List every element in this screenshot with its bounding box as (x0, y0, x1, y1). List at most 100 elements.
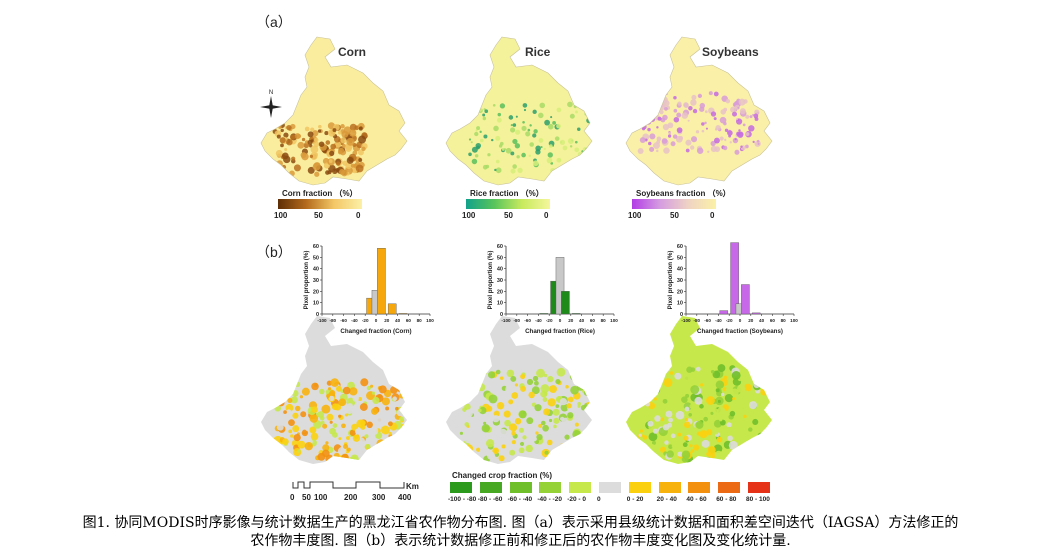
x-tick-label: -40 (351, 318, 358, 323)
x-tick-label: -60 (524, 318, 531, 323)
corn-tick-50: 50 (314, 211, 323, 220)
y-tick-label: 0 (316, 312, 319, 318)
x-tick-label: 40 (759, 318, 765, 323)
x-axis-label: Changed fraction (Soybeans) (697, 328, 783, 335)
corn-tick-100: 100 (274, 211, 288, 220)
bar-0-20 (741, 284, 750, 315)
x-tick-label: -40 (715, 318, 722, 323)
rice-map-title: Rice (525, 45, 551, 59)
bar-20-40 (571, 313, 581, 315)
x-tick-label: -100 (317, 318, 327, 323)
y-axis-label: Pixel proportion (%) (667, 251, 674, 310)
rice-legend-title: Rice fraction （%） (470, 189, 544, 198)
scale-tick-300: 300 (372, 493, 386, 502)
x-tick-label: 60 (590, 318, 596, 323)
rice-tick-50: 50 (504, 211, 513, 220)
x-tick-label: 60 (770, 318, 776, 323)
panel-a-label: （a） (256, 14, 292, 30)
y-axis-label: Pixel proportion (%) (303, 251, 310, 310)
scale-tick-100: 100 (314, 493, 328, 502)
scale-tick-50: 50 (302, 493, 311, 502)
x-tick-label: -40 (535, 318, 542, 323)
soybeans-map-title: Soybeans (702, 45, 759, 59)
x-tick-label: 40 (579, 318, 585, 323)
scale-tick-0: 0 (290, 493, 295, 502)
x-tick-label: 80 (417, 318, 423, 323)
caption-line-2: 农作物丰度图. 图（b）表示统计数据修正前和修正后的农作物丰度变化图及变化统计量… (250, 533, 791, 549)
soybeans-colorbar (632, 199, 716, 209)
y-tick-label: 10 (497, 301, 503, 307)
corn-tick-0: 0 (356, 211, 361, 220)
legend-swatch-label: -20 - 0 (567, 496, 586, 503)
change-legend: -100 - -80 -80 - -60 -60 - -40 -40 - -20 -20… (448, 482, 778, 508)
x-tick-label: 40 (395, 318, 401, 323)
x-tick-label: 80 (781, 318, 787, 323)
x-axis-label: Changed fraction (Rice) (525, 328, 595, 335)
corn-colorbar (278, 199, 362, 209)
x-tick-label: -20 (362, 318, 369, 323)
x-tick-label: -60 (704, 318, 711, 323)
legend-swatch (509, 482, 532, 493)
y-tick-label: 50 (497, 255, 503, 261)
scale-tick-200: 200 (344, 493, 358, 502)
bar-20-40 (751, 312, 761, 315)
soybeans-tick-100: 100 (628, 211, 642, 220)
bar--40--20 (719, 310, 729, 315)
soybeans-tick-0: 0 (710, 211, 715, 220)
y-tick-label: 0 (500, 312, 503, 318)
y-tick-label: 60 (313, 244, 319, 250)
legend-swatch-label: 40 - 60 (686, 496, 707, 503)
legend-swatch (479, 482, 502, 493)
legend-swatch-label: -40 - -20 (537, 496, 562, 503)
y-tick-label: 40 (313, 267, 319, 273)
x-tick-label: -100 (501, 318, 511, 323)
corn-histogram: 0 10 20 30 40 50 60 -100 -80 -60 -40 -20 0 20 40 60 80 10… (303, 244, 434, 335)
bar-0 (555, 257, 565, 315)
y-tick-label: 30 (313, 278, 319, 284)
y-tick-label: 50 (677, 255, 683, 261)
y-tick-label: 60 (497, 244, 503, 250)
y-tick-label: 0 (680, 312, 683, 318)
legend-swatch (450, 482, 472, 493)
y-tick-label: 50 (313, 255, 319, 261)
legend-swatch-label: 0 (597, 496, 601, 503)
rice-colorbar (466, 199, 550, 209)
scale-bar: Km 0 50 100 200 300 400 (288, 480, 428, 504)
legend-swatch (748, 482, 770, 493)
legend-swatch (628, 482, 651, 493)
x-tick-label: -80 (693, 318, 700, 323)
bar-40-60 (398, 313, 408, 315)
x-tick-label: 80 (601, 318, 607, 323)
legend-swatch (569, 482, 592, 493)
corn-map-title: Corn (338, 45, 366, 59)
bar--20-0 (730, 242, 739, 315)
legend-swatch-label: -100 - -80 (448, 496, 477, 503)
legend-swatch-label: 0 - 20 (626, 496, 644, 503)
y-tick-label: 30 (677, 278, 683, 284)
legend-swatch-label: 80 - 100 (746, 496, 770, 503)
x-tick-label: 100 (610, 318, 618, 323)
bar-0-20 (561, 291, 570, 315)
rice-tick-100: 100 (462, 211, 476, 220)
x-tick-label: 100 (426, 318, 434, 323)
x-tick-label: 20 (748, 318, 754, 323)
legend-swatch (658, 482, 681, 493)
legend-swatch-label: -80 - -60 (477, 496, 503, 503)
y-tick-label: 10 (677, 301, 683, 307)
x-tick-label: 100 (790, 318, 798, 323)
x-tick-label: 20 (568, 318, 574, 323)
legend-swatch (688, 482, 711, 493)
bar-20-40 (387, 303, 397, 315)
compass-north-label: N (269, 90, 273, 96)
x-tick-label: 0 (739, 318, 742, 323)
caption-line-1: 图1. 协同MODIS时序影像与统计数据生产的黑龙江省农作物分布图. 图（a）表… (82, 515, 959, 531)
bar--40--20 (539, 313, 549, 315)
x-tick-label: -60 (340, 318, 347, 323)
x-tick-label: 0 (375, 318, 378, 323)
legend-swatch (718, 482, 741, 493)
change-legend-title: Changed crop fraction (%) (452, 471, 553, 480)
y-tick-label: 20 (677, 289, 683, 295)
y-tick-label: 40 (497, 267, 503, 273)
